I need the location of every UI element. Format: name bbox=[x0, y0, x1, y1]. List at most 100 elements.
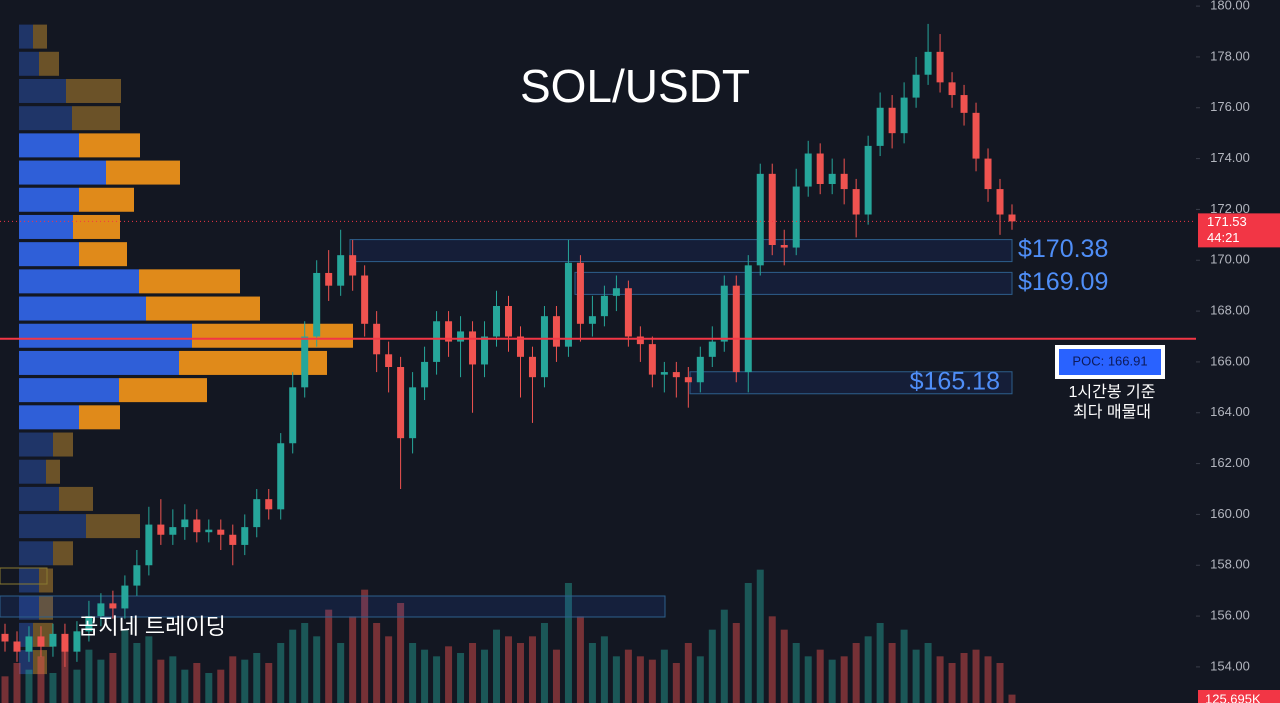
candle-body bbox=[205, 529, 213, 533]
candle-body bbox=[804, 153, 812, 187]
volume-bar bbox=[912, 649, 920, 703]
candle-body bbox=[924, 51, 932, 75]
countdown: 44:21 bbox=[1207, 230, 1240, 245]
candle-body bbox=[900, 97, 908, 134]
profile-sell bbox=[46, 459, 60, 484]
y-tick-label: 170.00 bbox=[1210, 252, 1250, 267]
y-tick-label: 158.00 bbox=[1210, 557, 1250, 572]
candle-body bbox=[349, 255, 357, 276]
volume-bar bbox=[708, 629, 716, 703]
y-tick-label: 160.00 bbox=[1210, 506, 1250, 521]
y-tick-label: 180.00 bbox=[1210, 0, 1250, 13]
candle-body bbox=[481, 336, 489, 365]
zone-label: $169.09 bbox=[1018, 268, 1108, 296]
candle-body bbox=[469, 331, 477, 365]
volume-bar bbox=[205, 673, 213, 703]
volume-bar bbox=[193, 663, 201, 703]
volume-bar bbox=[984, 656, 992, 703]
candle-body bbox=[588, 316, 596, 324]
profile-sell bbox=[192, 323, 353, 348]
profile-sell bbox=[73, 214, 120, 239]
volume-bar bbox=[828, 659, 836, 703]
zone-box bbox=[349, 239, 1013, 263]
candle-body bbox=[421, 361, 429, 388]
volume-bar bbox=[229, 656, 237, 703]
profile-sell bbox=[79, 133, 140, 158]
profile-buy bbox=[19, 187, 79, 212]
profile-buy bbox=[19, 242, 79, 267]
candle-body bbox=[193, 519, 201, 533]
volume-bar bbox=[696, 656, 704, 703]
volume-bar bbox=[265, 663, 273, 703]
volume-bar bbox=[924, 643, 932, 703]
poc-label: POC: 166.91 bbox=[1072, 353, 1147, 368]
candle-body bbox=[97, 603, 105, 617]
candle-body bbox=[1008, 214, 1016, 222]
volume-bar bbox=[481, 649, 489, 703]
candle-body bbox=[145, 524, 153, 566]
candle-body bbox=[253, 499, 261, 528]
poc-box bbox=[1055, 345, 1165, 379]
volume-bar bbox=[145, 636, 153, 703]
volume-bar bbox=[684, 643, 692, 703]
profile-sell bbox=[39, 51, 59, 76]
volume-bar bbox=[960, 653, 968, 703]
candle-body bbox=[636, 336, 644, 345]
profile-sell bbox=[39, 568, 53, 593]
volume-bar bbox=[996, 663, 1004, 703]
candle-body bbox=[840, 173, 848, 190]
candle-body bbox=[516, 336, 524, 357]
volume-bar bbox=[217, 669, 225, 703]
profile-sell bbox=[79, 242, 127, 267]
profile-buy bbox=[19, 78, 66, 103]
volume-bar bbox=[888, 643, 896, 703]
profile-buy bbox=[19, 595, 39, 620]
volume-bar bbox=[337, 643, 345, 703]
profile-sell bbox=[39, 595, 53, 620]
volume-bar bbox=[864, 636, 872, 703]
candle-body bbox=[600, 295, 608, 317]
profile-buy bbox=[19, 323, 192, 348]
candle-body bbox=[696, 356, 704, 383]
candle-body bbox=[133, 565, 141, 586]
volume-bar bbox=[109, 653, 117, 703]
profile-buy bbox=[19, 650, 33, 675]
candle-body bbox=[433, 321, 441, 362]
volume-bar bbox=[25, 669, 33, 703]
volume-bar bbox=[636, 656, 644, 703]
volume-bar bbox=[768, 616, 776, 703]
candle-body bbox=[864, 145, 872, 215]
volume-bar bbox=[732, 623, 740, 703]
volume-bar bbox=[313, 636, 321, 703]
volume-bar bbox=[840, 656, 848, 703]
volume-bar bbox=[780, 629, 788, 703]
volume-bar bbox=[181, 669, 189, 703]
candle-body bbox=[564, 262, 572, 347]
price-axis-ticks: 154.00 156.00 158.00 160.00 162.00 164.00 166.… bbox=[1196, 0, 1280, 703]
candle-body bbox=[756, 173, 764, 266]
zone-label: $170.38 bbox=[1018, 235, 1108, 263]
profile-buy bbox=[19, 350, 179, 375]
candle-body bbox=[660, 372, 668, 375]
candle-body bbox=[385, 354, 393, 368]
candle-body bbox=[972, 112, 980, 159]
candle-body bbox=[397, 367, 405, 439]
volume-bar bbox=[469, 643, 477, 703]
profile-sell bbox=[86, 514, 140, 539]
profile-sell bbox=[119, 378, 207, 403]
volume-bar bbox=[253, 653, 261, 703]
y-tick-label: 168.00 bbox=[1210, 303, 1250, 318]
volume-bar bbox=[564, 583, 572, 703]
candle-body bbox=[984, 158, 992, 190]
volume-bar bbox=[936, 656, 944, 703]
profile-sell bbox=[72, 106, 120, 131]
candle-body bbox=[445, 321, 453, 342]
profile-buy bbox=[19, 541, 53, 566]
candle-body bbox=[828, 173, 836, 185]
profile-buy bbox=[19, 432, 53, 457]
candle-body bbox=[37, 636, 45, 647]
candle-body bbox=[49, 633, 57, 647]
volume-bar bbox=[457, 653, 465, 703]
zone-box bbox=[689, 371, 1013, 395]
